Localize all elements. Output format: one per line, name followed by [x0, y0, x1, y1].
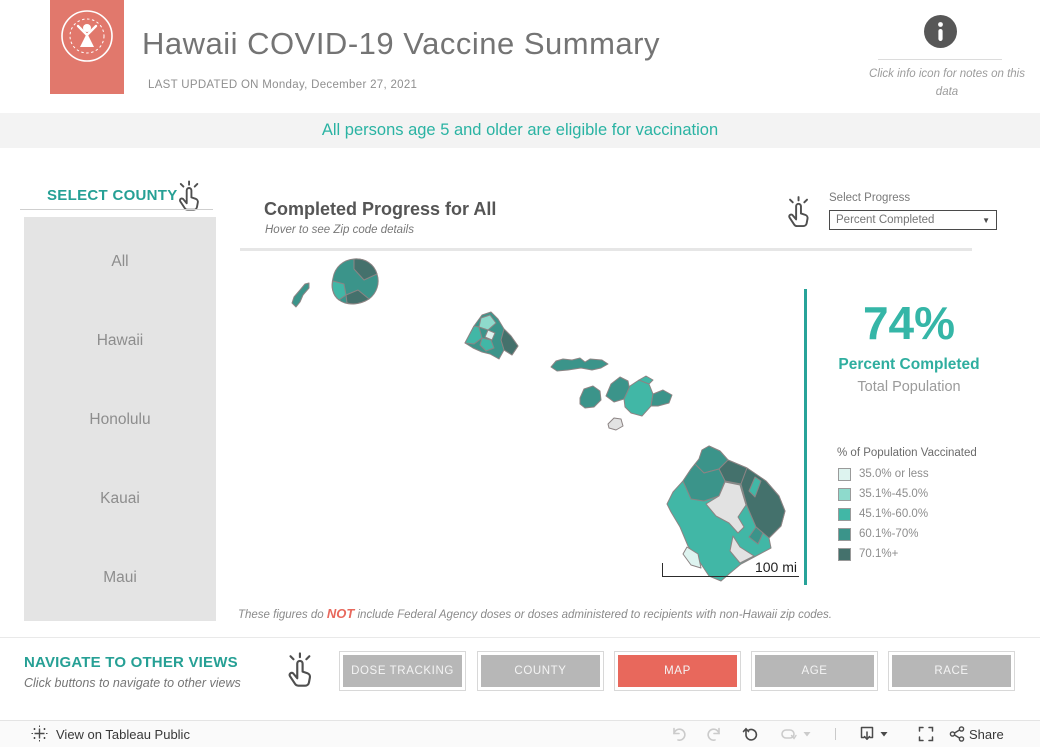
map-region-big-island	[666, 445, 786, 582]
map-region-kahoolawe	[607, 417, 624, 431]
info-note-text: Click info icon for notes on this data	[869, 68, 1025, 98]
map-region-molokai	[550, 357, 609, 372]
map-region-lanai	[579, 385, 602, 409]
county-item-hawaii[interactable]: Hawaii	[96, 332, 144, 349]
legend-entry: 45.1%-60.0%	[838, 506, 928, 522]
select-county-title: SELECT COUNTY	[47, 187, 178, 204]
map-scale-label: 100 mi	[754, 559, 797, 575]
nav-button-dose-tracking[interactable]: DOSE TRACKING	[339, 651, 466, 691]
select-progress-dropdown[interactable]: Percent Completed ▼	[829, 210, 997, 230]
legend-entry: 35.1%-45.0%	[838, 486, 928, 502]
page-title: Hawaii COVID-19 Vaccine Summary	[142, 26, 660, 61]
info-icon[interactable]	[924, 15, 957, 48]
total-population-label: Total Population	[857, 379, 961, 395]
map-region-kauai	[331, 258, 379, 305]
legend-swatch	[838, 547, 851, 561]
share-label[interactable]: Share	[969, 727, 1004, 742]
navigate-title: NAVIGATE TO OTHER VIEWS	[24, 654, 238, 671]
chevron-down-icon: ▼	[982, 215, 990, 225]
map-region-niihau	[291, 282, 310, 308]
toolbar-separator	[835, 728, 836, 740]
download-icon[interactable]	[858, 725, 876, 743]
nav-button-map[interactable]: MAP	[614, 651, 741, 691]
share-icon[interactable]	[948, 725, 966, 743]
stat-panel-divider	[804, 289, 807, 585]
section-divider	[0, 637, 1040, 638]
navigate-subtitle: Click buttons to navigate to other views	[24, 676, 241, 690]
replay-icon[interactable]	[741, 725, 759, 743]
sidebar-divider	[20, 209, 213, 210]
eligibility-banner-text: All persons age 5 and older are eligible…	[321, 121, 719, 139]
select-progress-label: Select Progress	[829, 192, 911, 204]
legend-entry: 60.1%-70%	[838, 526, 918, 542]
percent-completed-value: 74%	[862, 297, 956, 349]
last-updated-text: LAST UPDATED ON Monday, December 27, 202…	[148, 79, 418, 91]
fullscreen-icon[interactable]	[917, 725, 935, 743]
view-on-tableau-public-link[interactable]: View on Tableau Public	[56, 727, 190, 742]
map-region-oahu	[464, 311, 519, 360]
legend-swatch	[838, 467, 851, 481]
county-item-kauai[interactable]: Kauai	[100, 490, 140, 507]
tableau-logo-icon	[31, 725, 48, 742]
refresh-icon[interactable]	[779, 725, 797, 743]
legend-entry: 35.0% or less	[838, 466, 929, 482]
click-hand-icon	[286, 651, 316, 689]
nav-button-race[interactable]: RACE	[888, 651, 1015, 691]
download-caret-icon[interactable]	[879, 725, 889, 743]
legend-title: % of Population Vaccinated	[837, 447, 977, 459]
nav-button-age[interactable]: AGE	[751, 651, 878, 691]
map-title: Completed Progress for All	[264, 199, 497, 219]
click-hand-icon	[176, 180, 204, 212]
legend-entry: 70.1%+	[838, 546, 898, 562]
county-list: All Hawaii Honolulu Kauai Maui	[24, 217, 216, 621]
map-subtitle: Hover to see Zip code details	[265, 224, 414, 236]
not-emphasis: NOT	[326, 606, 355, 621]
county-item-maui[interactable]: Maui	[103, 569, 137, 586]
redo-icon[interactable]	[706, 725, 724, 743]
click-hand-icon	[786, 195, 813, 229]
hawaii-zipcode-map[interactable]	[250, 255, 810, 600]
doh-seal-icon	[61, 10, 113, 62]
county-item-all[interactable]: All	[111, 253, 129, 270]
refresh-caret-icon[interactable]	[802, 725, 812, 743]
info-divider	[878, 59, 1002, 60]
county-item-honolulu[interactable]: Honolulu	[89, 411, 151, 428]
nav-button-county[interactable]: COUNTY	[477, 651, 604, 691]
data-disclaimer: These figures do NOT include Federal Age…	[237, 606, 833, 621]
eligibility-banner: All persons age 5 and older are eligible…	[0, 113, 1040, 148]
legend-swatch	[838, 487, 851, 501]
map-scale-bar: 100 mi	[662, 559, 799, 577]
percent-completed-label: Percent Completed	[838, 356, 980, 373]
select-progress-value: Percent Completed	[836, 214, 935, 226]
map-header-divider	[240, 248, 972, 251]
map-region-maui	[605, 375, 673, 417]
legend-swatch	[838, 527, 851, 541]
legend-swatch	[838, 507, 851, 521]
undo-icon[interactable]	[669, 725, 687, 743]
doh-logo	[50, 0, 124, 94]
